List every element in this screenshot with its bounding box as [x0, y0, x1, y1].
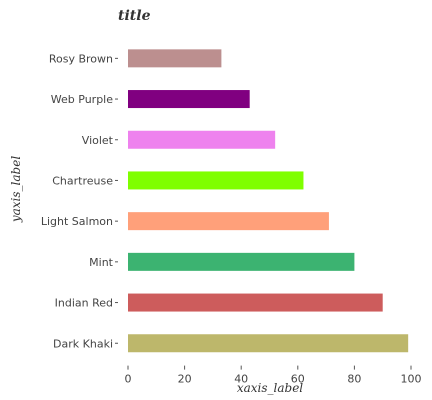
category-labels: Dark Khaki Indian Red Mint Light Salmon Char…	[41, 52, 118, 350]
bar-violet	[128, 130, 276, 149]
x-tick-label: 100	[401, 373, 422, 386]
x-tick-label: 20	[178, 373, 192, 386]
category-label: Violet	[82, 134, 114, 147]
category-label: Web Purple	[51, 93, 113, 106]
bar-chartreuse	[128, 171, 304, 190]
x-tick-label: 0	[125, 373, 132, 386]
bar-web-purple	[128, 90, 250, 109]
bar-dark-khaki	[128, 334, 409, 353]
category-label: Chartreuse	[52, 174, 113, 187]
bar-rosy-brown	[128, 49, 222, 68]
bar-indian-red	[128, 293, 383, 312]
x-tick-label: 40	[234, 373, 248, 386]
x-axis-title: xaxis_label	[237, 381, 303, 395]
category-label: Indian Red	[55, 297, 113, 310]
bars-group	[128, 49, 409, 353]
bar-mint	[128, 252, 355, 271]
category-label: Dark Khaki	[53, 337, 113, 350]
x-tick-label: 60	[291, 373, 305, 386]
category-label: Mint	[89, 256, 114, 269]
x-tick-label: 80	[347, 373, 361, 386]
category-label: Light Salmon	[41, 215, 113, 228]
x-axis-ticks: 0 20 40 60 80 100	[125, 365, 422, 386]
y-axis-title: yaxis_label	[9, 156, 23, 223]
chart-title: title	[118, 8, 151, 24]
category-label: Rosy Brown	[49, 52, 113, 65]
bar-light-salmon	[128, 212, 329, 231]
